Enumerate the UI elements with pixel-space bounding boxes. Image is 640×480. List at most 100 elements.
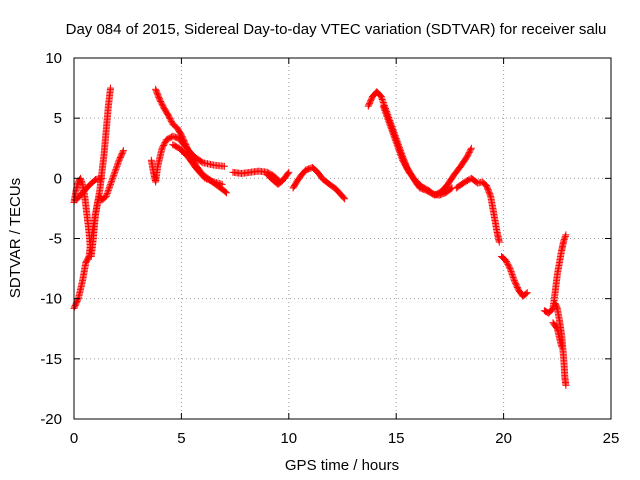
data-point (388, 128, 396, 136)
data-point (340, 194, 348, 202)
data-point (107, 84, 115, 92)
data-point (103, 189, 111, 197)
y-tick-label: -5 (49, 231, 62, 248)
data-point (381, 108, 389, 116)
y-tick-label: -10 (40, 291, 62, 308)
data-point (377, 93, 385, 101)
y-axis-ticks: -20 -15 -10 -5 0 5 10 (40, 50, 611, 428)
x-axis-ticks: 0 5 10 15 20 25 (70, 58, 620, 447)
data-point (220, 162, 228, 170)
data-point (392, 137, 400, 145)
data-point (104, 188, 112, 196)
data-point (395, 147, 403, 155)
y-tick-label: 10 (45, 50, 62, 67)
data-point (390, 132, 398, 140)
data-point (108, 176, 116, 184)
data-point (391, 135, 399, 143)
data-point (467, 146, 475, 154)
data-point (486, 191, 494, 199)
data-point (383, 113, 391, 121)
data-point (115, 158, 123, 166)
data-point (467, 144, 475, 152)
data-point (510, 275, 518, 283)
data-point (523, 289, 531, 297)
data-point (393, 141, 401, 149)
x-tick-label: 10 (280, 430, 297, 447)
data-point (505, 263, 513, 271)
data-point (395, 146, 403, 154)
data-point (382, 110, 390, 118)
x-tick-label: 0 (70, 430, 78, 447)
data-point (108, 177, 116, 185)
data-point (393, 140, 401, 148)
data-point (119, 148, 127, 156)
data-point (105, 185, 113, 193)
data-point (385, 119, 393, 127)
data-point (495, 238, 503, 246)
data-point (387, 123, 395, 131)
data-point (113, 162, 121, 170)
data-point (78, 177, 86, 185)
data-point (204, 176, 212, 184)
x-tick-label: 25 (603, 430, 620, 447)
data-point (205, 176, 213, 184)
data-point (507, 268, 515, 276)
y-tick-label: 0 (54, 170, 62, 187)
data-point (508, 271, 516, 279)
data-point (378, 96, 386, 104)
data-point (113, 161, 121, 169)
y-tick-label: -15 (40, 351, 62, 368)
data-point (341, 195, 349, 203)
data-point (77, 176, 85, 184)
data-point (110, 170, 118, 178)
data-point (381, 107, 389, 115)
x-tick-label: 15 (388, 430, 405, 447)
data-point (112, 165, 120, 173)
data-point (397, 152, 405, 160)
data-point (207, 177, 215, 185)
data-point (109, 174, 117, 182)
data-point (218, 180, 226, 188)
data-point (379, 97, 387, 105)
data-point (112, 164, 120, 172)
data-point (201, 174, 209, 182)
data-point (277, 178, 285, 186)
data-point (106, 182, 114, 190)
chart-title: Day 084 of 2015, Sidereal Day-to-day VTE… (66, 21, 607, 38)
data-point (98, 174, 106, 182)
data-point (506, 265, 514, 273)
data-point (383, 111, 391, 119)
data-point (285, 168, 293, 176)
data-point (561, 232, 569, 240)
data-point (558, 343, 566, 351)
data-point (560, 235, 568, 243)
data-point (119, 147, 127, 155)
data-point (509, 274, 517, 282)
data-point (223, 189, 231, 197)
data-point (380, 105, 388, 113)
data-point (522, 290, 530, 298)
data-point (391, 134, 399, 142)
data-point (378, 94, 386, 102)
data-point (398, 155, 406, 163)
data-point (386, 122, 394, 130)
data-point (387, 125, 395, 133)
data-point (560, 237, 568, 245)
data-point (394, 143, 402, 151)
data-point (74, 296, 82, 304)
x-axis-label: GPS time / hours (285, 457, 399, 474)
data-point (278, 177, 286, 185)
x-tick-label: 20 (495, 430, 512, 447)
data-point (394, 144, 402, 152)
data-point (110, 171, 118, 179)
data-point (386, 120, 394, 128)
data-point (78, 179, 86, 187)
data-point (208, 177, 216, 185)
data-point (105, 183, 113, 191)
data-point (561, 234, 569, 242)
data-point (107, 180, 115, 188)
data-point (111, 168, 119, 176)
data-point (396, 150, 404, 158)
data-point (379, 102, 387, 110)
